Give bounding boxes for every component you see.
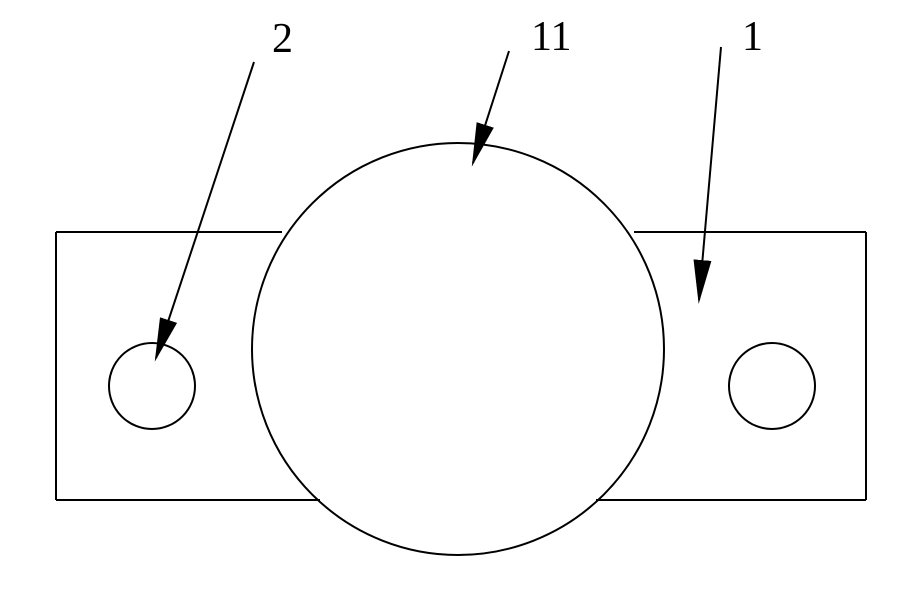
small-hole-left <box>109 343 195 429</box>
small-hole-right <box>729 343 815 429</box>
leader-2 <box>156 62 254 358</box>
label-2: 2 <box>272 16 293 62</box>
label-11: 11 <box>531 14 571 60</box>
label-1: 1 <box>742 14 763 60</box>
technical-drawing: 2 11 1 <box>0 0 923 616</box>
large-circle <box>252 143 664 555</box>
plate-body <box>56 232 866 500</box>
leader-1 <box>699 47 721 300</box>
